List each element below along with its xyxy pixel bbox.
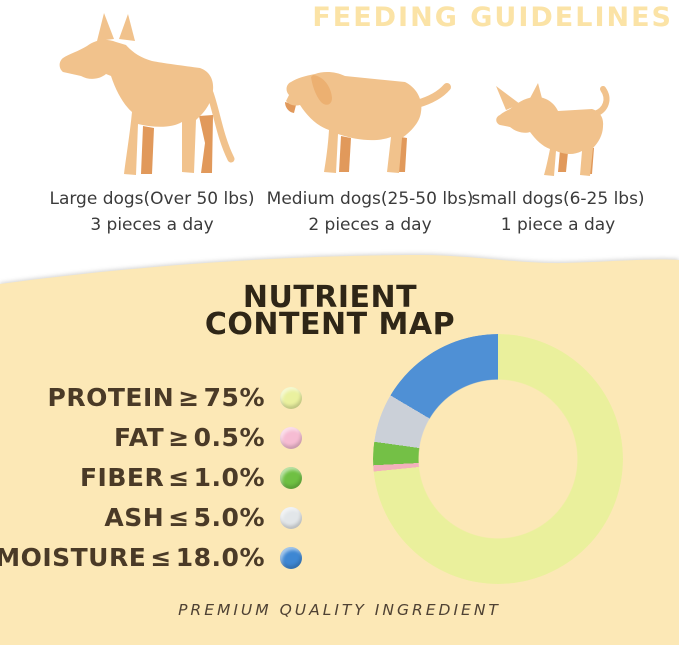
nutrient-map-title: NUTRIENT CONTENT MAP [165,280,495,342]
nutrient-map-title-line1: NUTRIENT [242,280,418,315]
legend-label: FIBER ≤1.0% [79,463,265,492]
small-dog-label: small dogs(6-25 lbs) 1 piece a day [458,186,658,238]
nutrient-map-title-line2: CONTENT MAP [204,307,456,342]
page-title: FEEDING GUIDELINES [312,2,673,33]
panel-footer-text: PREMIUM QUALITY INGREDIENT [178,601,501,619]
legend-color-dot [280,386,302,409]
medium-dog-label-line2: 2 pieces a day [308,215,432,235]
small-dog-label-line2: 1 piece a day [500,215,616,235]
large-dog-label-line2: 3 pieces a day [90,215,214,235]
medium-dog-label-line1: Medium dogs(25-50 lbs) [266,189,474,209]
large-dog-label: Large dogs(Over 50 lbs) 3 pieces a day [32,186,272,238]
legend-row-fiber: FIBER ≤1.0% [18,463,302,492]
legend-color-dot [280,466,302,489]
small-dog-label-line1: small dogs(6-25 lbs) [471,189,645,209]
legend-color-dot [280,546,302,569]
legend-row-moisture: MOISTURE ≤18.0% [0,543,302,572]
legend-row-protein: PROTEIN ≥75% [18,383,302,412]
large-dog-illustration [59,13,235,175]
nutrient-donut-chart [373,334,623,584]
legend-color-dot [280,426,302,449]
legend-label: FAT ≥0.5% [114,423,265,452]
legend-label: PROTEIN ≥75% [47,383,265,412]
large-dog-label-line1: Large dogs(Over 50 lbs) [49,189,255,209]
legend-label: ASH ≤5.0% [104,503,265,532]
legend-row-fat: FAT ≥0.5% [18,423,302,452]
medium-dog-label: Medium dogs(25-50 lbs) 2 pieces a day [262,186,478,238]
legend-color-dot [280,506,302,529]
medium-dog-illustration [285,71,451,173]
legend-row-ash: ASH ≤5.0% [18,503,302,532]
legend-label: MOISTURE ≤18.0% [0,543,265,572]
nutrient-legend: PROTEIN ≥75% FAT ≥0.5% FIBER ≤1.0% ASH ≤5.0%… [0,383,302,583]
small-dog-illustration [496,83,610,176]
